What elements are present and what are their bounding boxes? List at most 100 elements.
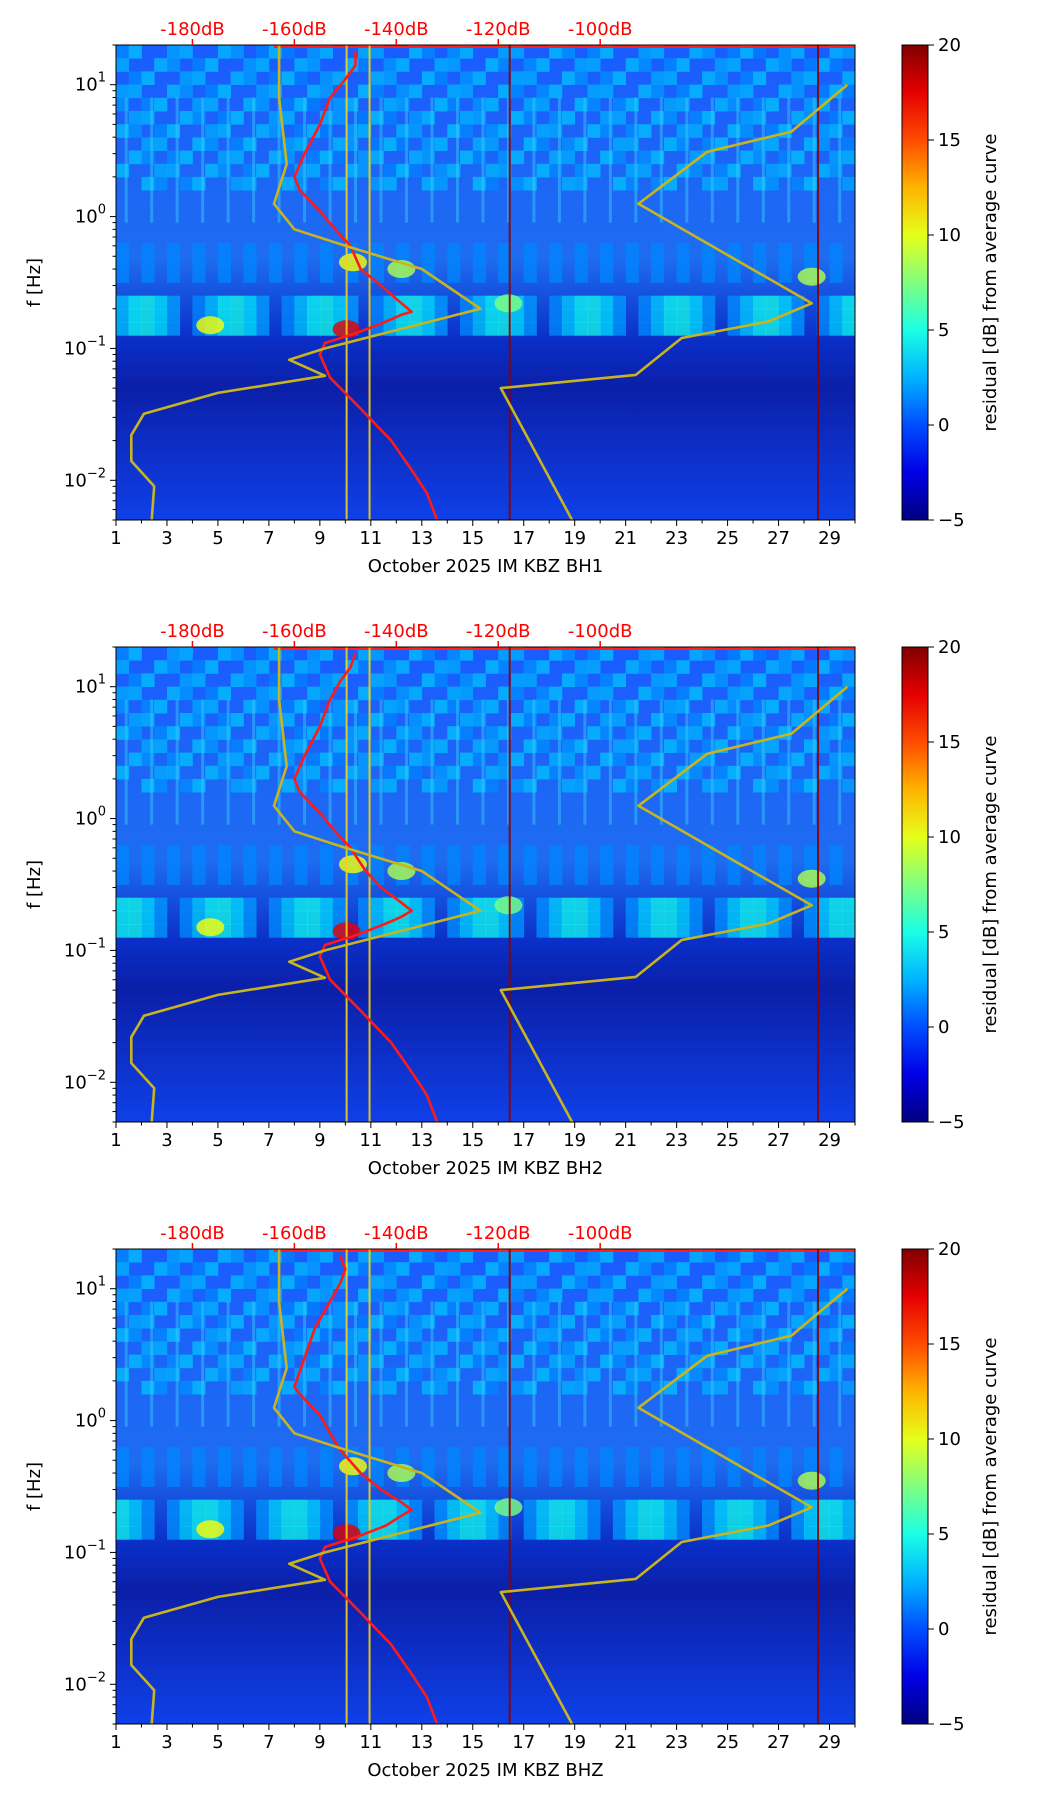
heatmap-cell [816,1526,830,1540]
heatmap-cell [383,1380,397,1395]
heatmap-cell [663,58,677,72]
heatmap-cell [676,871,690,885]
heatmap-cell [651,871,665,885]
heatmap-cell [587,45,601,59]
y-tick-exponent: 0 [98,1407,106,1422]
heatmap-cell [651,308,665,323]
heatmap-cell [307,58,321,72]
heatmap-cell [167,1499,181,1514]
heatmap-cell [842,1288,856,1303]
heatmap-cell [472,111,486,125]
heatmap-cell [319,71,333,85]
heatmap-cell [154,778,168,793]
colorbar-tick-label: −5 [938,1714,965,1735]
heatmap-cell [727,686,741,701]
heatmap-cell [689,1249,703,1263]
heatmap-cell [116,1262,130,1276]
heatmap-cell [281,647,295,661]
heatmap-cell [358,660,372,674]
heatmap-cell [804,242,818,257]
heatmap-cell [370,1460,384,1474]
heatmap-cell [753,1249,767,1263]
heatmap-cell [358,1288,372,1303]
heatmap-cell [307,322,321,336]
heatmap-cell [217,686,231,701]
heatmap-cell [358,1249,372,1263]
heatmap-cell [217,1512,231,1527]
heatmap-cell [128,308,142,323]
heatmap-cell [842,752,856,767]
heatmap-cell [332,1354,346,1369]
heatmap-cell [676,322,690,336]
heatmap-cell [829,726,843,740]
heatmap-cell [804,739,818,753]
heatmap-cell [370,858,384,872]
heatmap-cell [561,150,575,165]
heatmap-cell [434,163,448,178]
heatmap-cell [167,295,181,310]
heatmap-cell [651,897,665,912]
heatmap-cell [370,778,384,793]
heatmap-cell [128,1354,142,1369]
heatmap-cell [638,84,652,99]
heatmap-cell [409,726,423,740]
heatmap-cell [753,1275,767,1289]
x-tick-label: 3 [161,1130,172,1151]
heatmap-cell [421,295,435,310]
heatmap-cell [791,1499,805,1514]
heatmap-cell [536,699,550,714]
heatmap-cell [727,1301,741,1316]
heatmap-cell [778,58,792,72]
heatmap-cell [294,1526,308,1540]
heatmap-cell [460,1288,474,1303]
heatmap-cell [421,45,435,59]
heatmap-cell [294,256,308,270]
heatmap-cell [689,1354,703,1369]
heatmap-cell [561,673,575,687]
heatmap-cell [217,1446,231,1461]
heatmap-cell [396,163,410,178]
heatmap-cell [243,1275,257,1289]
heatmap-cell [167,1512,181,1527]
heatmap-cell [256,1249,270,1263]
heatmap-cell [192,739,206,753]
heatmap-cell [842,176,856,191]
heatmap-cell [523,1275,537,1289]
heatmap-cell [485,1262,499,1276]
top-axis-label: -160dB [262,1223,327,1244]
heatmap-cell [332,97,346,112]
heatmap-cell [816,1328,830,1342]
heatmap-cell [753,1512,767,1527]
y-tick-base: 10 [75,1279,98,1300]
heatmap-cell [561,308,575,323]
heatmap-cell [702,71,716,85]
heatmap-cell [829,163,843,178]
heatmap-cell [383,673,397,687]
heatmap-cell [154,897,168,912]
heatmap-cell [574,71,588,85]
heatmap-cell [842,647,856,661]
heatmap-cell [460,1328,474,1342]
heatmap-cell [294,269,308,283]
heatmap-cell [574,739,588,753]
heatmap-cell [498,1288,512,1303]
heatmap-cell [116,1288,130,1303]
heatmap-cell [434,137,448,151]
heatmap-cell [281,673,295,687]
heatmap-cell [561,322,575,336]
heatmap-cell [421,1315,435,1329]
heatmap-cell [179,752,193,767]
y-tick-base: 10 [64,940,87,961]
heatmap-cell [523,858,537,872]
heatmap-cell [549,910,563,925]
heatmap-cell [217,726,231,740]
heatmap-cell [549,150,563,165]
top-axis-label: -140dB [364,1223,429,1244]
heatmap-cell [638,1249,652,1263]
heatmap-cell [702,111,716,125]
heatmap-cell [523,1512,537,1527]
heatmap-cell [829,660,843,674]
heatmap-cell [791,1288,805,1303]
heatmap-cell [460,686,474,701]
heatmap-cell [829,1512,843,1527]
